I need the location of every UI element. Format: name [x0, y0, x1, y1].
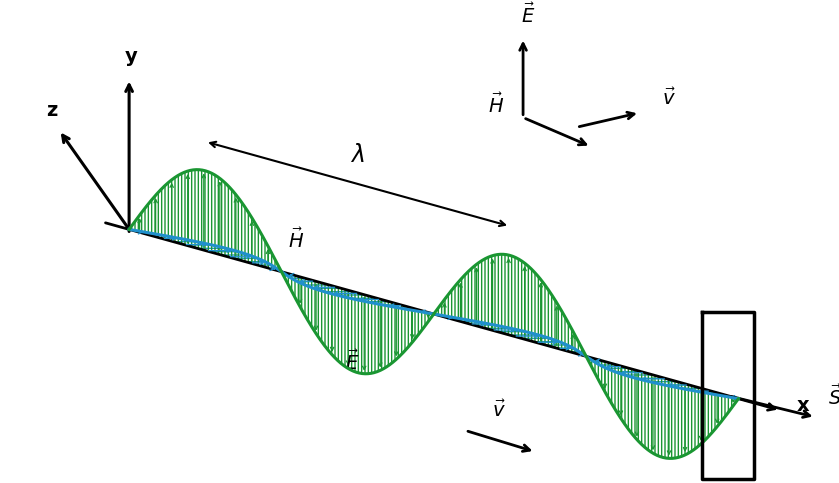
Text: z: z [45, 101, 57, 120]
Text: $\lambda$: $\lambda$ [351, 143, 365, 168]
Text: $\vec{H}$: $\vec{H}$ [487, 92, 504, 117]
Text: $\vec{E}$: $\vec{E}$ [346, 350, 360, 374]
Text: $\vec{H}$: $\vec{H}$ [288, 228, 304, 252]
Text: $\vec{v}$: $\vec{v}$ [662, 87, 676, 109]
Text: $\vec{S}$: $\vec{S}$ [828, 385, 839, 410]
Text: $\vec{v}$: $\vec{v}$ [492, 399, 506, 421]
Text: x: x [796, 396, 809, 415]
Text: y: y [125, 47, 138, 66]
Text: $\vec{E}$: $\vec{E}$ [521, 3, 535, 27]
